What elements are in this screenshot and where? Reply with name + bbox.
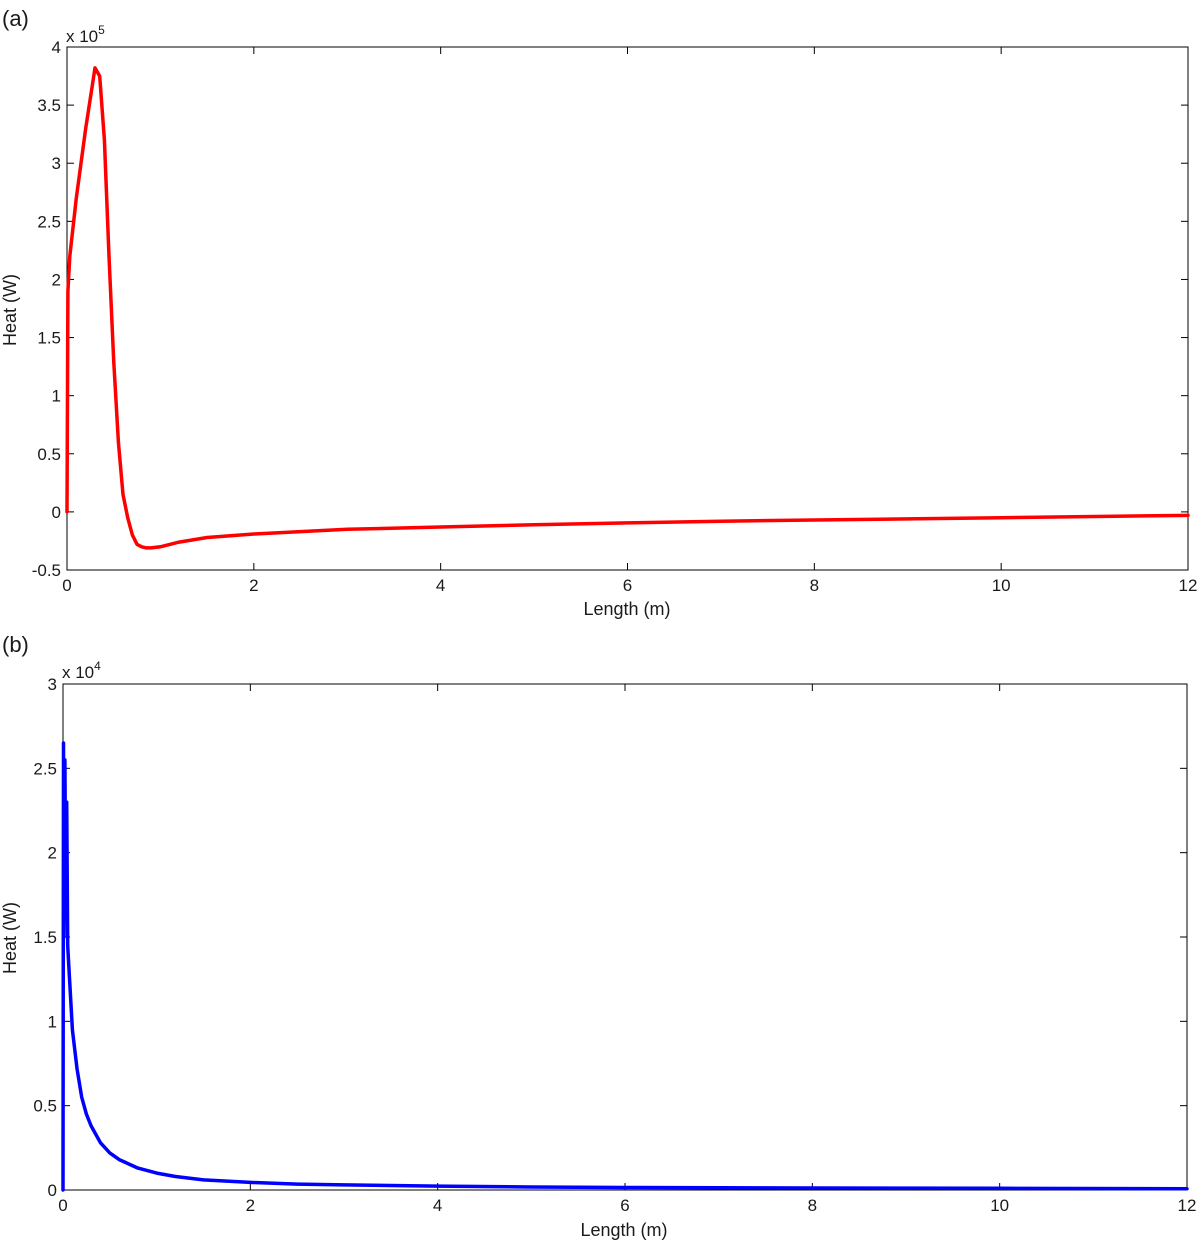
panel-a-y-tick-label: 2 <box>52 270 61 289</box>
panel-b-y-axis-label: Heat (W) <box>0 902 20 974</box>
panel-a-x-tick-label: 8 <box>810 576 819 595</box>
panel-a-x-tick-label: 6 <box>623 576 632 595</box>
panel-a-x-tick-label: 0 <box>62 576 71 595</box>
panel-a-y-tick-label: 0 <box>52 503 61 522</box>
panel-a-x-tick-label: 2 <box>249 576 258 595</box>
panel-b-multiplier-exponent: 4 <box>94 659 101 673</box>
panel-b-series-line <box>61 741 1189 1192</box>
panel-b-y-tick-label: 2.5 <box>33 759 57 778</box>
panel-a-y-tick-label: 1.5 <box>37 329 61 348</box>
panel-a-series <box>65 66 1190 550</box>
panel-b-series <box>61 741 1189 1192</box>
panel-b-x-tick-label: 6 <box>620 1196 629 1215</box>
panel-b-y-tick-label: 3 <box>48 675 57 694</box>
panel-b-plot-area <box>62 683 1188 1191</box>
panel-a-y-tick-label: 3 <box>52 154 61 173</box>
panel-b-y-tick-label: 0.5 <box>33 1097 57 1116</box>
panel-a-series-line <box>65 66 1190 550</box>
panel-a-x-axis-label: Length (m) <box>583 599 670 619</box>
panel-b-x-axis-label: Length (m) <box>580 1220 667 1240</box>
panel-b-label: (b) <box>2 632 29 657</box>
panel-a-y-tick-label: 1 <box>52 387 61 406</box>
panel-a-x-tick-label: 12 <box>1179 576 1198 595</box>
panel-b-y-tick-label: 2 <box>48 844 57 863</box>
panel-b-x-tick-label: 2 <box>246 1196 255 1215</box>
panel-a-y-tick-label: 2.5 <box>37 212 61 231</box>
panel-b-x-tick-label: 10 <box>990 1196 1009 1215</box>
panel-b-x-tick-label: 0 <box>58 1196 67 1215</box>
panel-a-y-tick-label: 3.5 <box>37 96 61 115</box>
panel-a-y-tick-label: 0.5 <box>37 445 61 464</box>
panel-a-y-axis-label: Heat (W) <box>0 274 20 346</box>
panel-a-multiplier-base: x 10 <box>66 27 98 46</box>
panel-a-x-tick-label: 4 <box>436 576 445 595</box>
panel-b: (b) x 104 0 2 4 6 8 10 12 00.511.522.53 Length… <box>0 632 1196 1240</box>
panel-a-x-tick-label: 10 <box>992 576 1011 595</box>
panel-a-y-tick-label: 4 <box>52 38 61 57</box>
panel-b-y-tick-label: 0 <box>48 1181 57 1200</box>
panel-b-x-ticks: 0 2 4 6 8 10 12 <box>58 684 1196 1215</box>
panel-a-plot-area <box>66 46 1189 571</box>
panel-b-y-tick-label: 1.5 <box>33 928 57 947</box>
panel-a-label: (a) <box>2 6 29 31</box>
panel-b-x-tick-label: 8 <box>808 1196 817 1215</box>
panel-a: (a) x 105 0 2 4 6 8 10 12 -0.500.511.522.533.5… <box>0 6 1197 619</box>
panel-b-multiplier: x 104 <box>62 659 101 682</box>
panel-b-x-tick-label: 12 <box>1178 1196 1197 1215</box>
panel-a-multiplier-exponent: 5 <box>98 23 105 37</box>
panel-a-x-ticks: 0 2 4 6 8 10 12 <box>62 47 1197 595</box>
panel-b-x-tick-label: 4 <box>433 1196 442 1215</box>
panel-b-multiplier-base: x 10 <box>62 663 94 682</box>
panel-a-multiplier: x 105 <box>66 23 105 46</box>
panel-a-y-tick-label: -0.5 <box>32 561 61 580</box>
panel-b-y-tick-label: 1 <box>48 1012 57 1031</box>
